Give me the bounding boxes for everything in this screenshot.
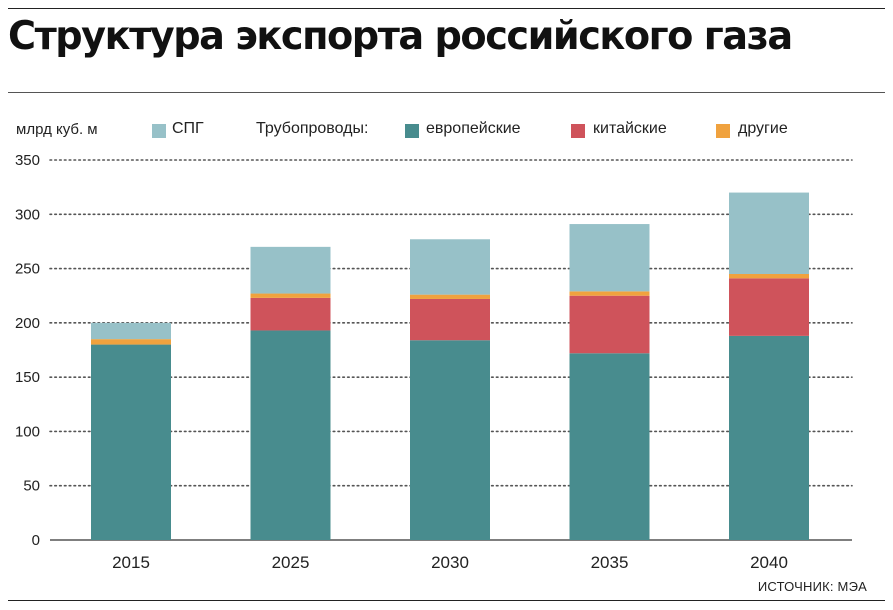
y-tick-label-150: 150 bbox=[15, 369, 40, 386]
x-tick-label-2025: 2025 bbox=[272, 553, 310, 572]
x-tick-label-2015: 2015 bbox=[112, 553, 150, 572]
y-tick-label-0: 0 bbox=[32, 532, 40, 549]
bar-european-2030 bbox=[410, 340, 490, 540]
bar-chinese-2025 bbox=[250, 297, 331, 331]
bar-lng-2040 bbox=[729, 192, 809, 274]
bar-european-2040 bbox=[729, 335, 809, 540]
bar-other-2040 bbox=[729, 274, 809, 279]
x-tick-label-2030: 2030 bbox=[431, 553, 469, 572]
grid-layer bbox=[49, 159, 853, 541]
bar-lng-2015 bbox=[91, 322, 171, 340]
title-rule bbox=[8, 92, 885, 93]
y-tick-label-100: 100 bbox=[15, 423, 40, 440]
y-tick-label-350: 350 bbox=[15, 152, 40, 169]
bar-other-2030 bbox=[410, 294, 490, 299]
legend-label-lng: СПГ bbox=[172, 120, 204, 137]
x-tick-label-2035: 2035 bbox=[591, 553, 629, 572]
legend-label-european: европейские bbox=[426, 120, 521, 137]
bar-other-2015 bbox=[91, 339, 171, 345]
legend-label-chinese: китайские bbox=[593, 120, 667, 137]
bars-layer bbox=[91, 192, 809, 540]
y-tick-label-50: 50 bbox=[23, 478, 40, 495]
bar-lng-2025 bbox=[250, 246, 331, 294]
legend-swatch-european bbox=[405, 124, 419, 138]
legend-label-pipelines: Трубопроводы: bbox=[256, 120, 369, 137]
bar-chinese-2030 bbox=[410, 298, 490, 341]
y-tick-label-200: 200 bbox=[15, 315, 40, 332]
bar-chinese-2040 bbox=[729, 278, 809, 336]
bar-other-2025 bbox=[250, 293, 331, 298]
legend-swatch-other bbox=[716, 124, 730, 138]
bar-other-2035 bbox=[569, 291, 650, 296]
y-tick-label-300: 300 bbox=[15, 206, 40, 223]
bar-lng-2030 bbox=[410, 239, 490, 295]
bar-european-2015 bbox=[91, 344, 171, 540]
legend-swatch-lng bbox=[152, 124, 166, 138]
legend-label-other: другие bbox=[738, 120, 788, 137]
top-rule bbox=[8, 8, 885, 9]
x-tick-label-2040: 2040 bbox=[750, 553, 788, 572]
ticks-layer: 0 50 100 150 200 250 300 350 2015 2025 2030 2035 204… bbox=[15, 152, 788, 572]
bar-european-2025 bbox=[250, 330, 331, 540]
bottom-rule bbox=[8, 600, 885, 601]
y-unit-label: млрд куб. м bbox=[16, 121, 98, 138]
bar-lng-2035 bbox=[569, 224, 650, 292]
legend: СПГ Трубопроводы: европейские китайские … bbox=[0, 120, 893, 142]
bar-chinese-2035 bbox=[569, 295, 650, 354]
y-tick-label-250: 250 bbox=[15, 261, 40, 278]
chart-title: Структура экспорта российского газа bbox=[8, 14, 793, 59]
source-note: ИСТОЧНИК: МЭА bbox=[757, 579, 867, 594]
legend-swatch-chinese bbox=[571, 124, 585, 138]
bar-european-2035 bbox=[569, 353, 650, 540]
